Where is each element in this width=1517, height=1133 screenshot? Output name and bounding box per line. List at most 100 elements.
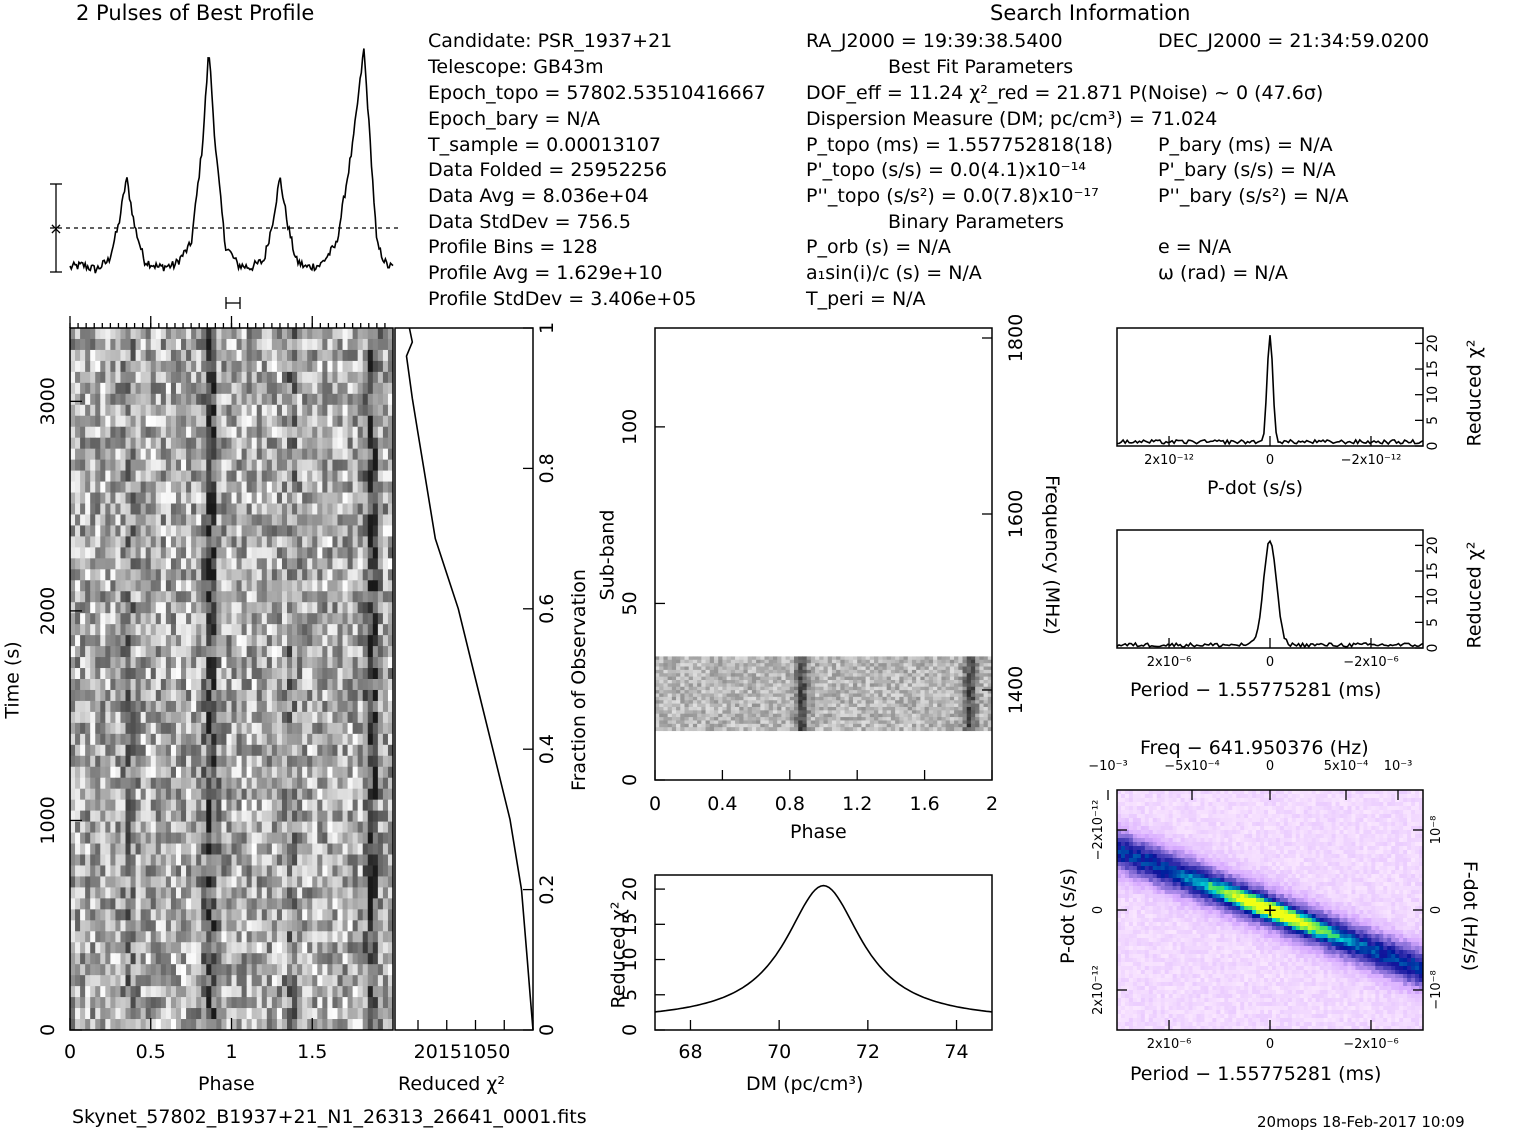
subband-cell xyxy=(937,663,942,668)
time-phase-cell xyxy=(317,613,323,625)
subband-cell xyxy=(857,666,862,671)
time-phase-cell xyxy=(352,722,359,735)
subband-cell xyxy=(722,683,728,688)
time-phase-cell xyxy=(115,448,121,461)
subband-cell xyxy=(701,680,707,684)
time-phase-cell xyxy=(246,733,253,746)
time-phase-cell xyxy=(271,788,278,801)
time-phase-cell xyxy=(231,536,238,548)
time-phase-cell xyxy=(332,689,338,702)
subband-cell xyxy=(726,673,732,678)
time-phase-cell xyxy=(90,876,96,888)
time-phase-cell xyxy=(292,931,298,943)
time-phase-cell xyxy=(100,470,106,483)
subband-cell xyxy=(739,659,744,664)
time-phase-cell xyxy=(281,591,288,603)
time-phase-cell xyxy=(236,832,243,845)
time-phase-cell xyxy=(140,898,147,910)
time-phase-cell xyxy=(115,1008,121,1020)
time-phase-cell xyxy=(80,448,86,461)
time-phase-cell xyxy=(357,393,364,406)
time-phase-cell xyxy=(367,953,374,965)
subband-cell xyxy=(756,656,761,661)
subband-cell xyxy=(886,683,892,688)
time-phase-cell xyxy=(362,569,369,581)
time-phase-cell xyxy=(352,437,359,450)
time-phase-cell xyxy=(95,514,101,526)
time-phase-cell xyxy=(317,920,323,932)
time-phase-cell xyxy=(287,832,293,845)
time-phase-cell xyxy=(226,481,232,494)
time-phase-cell xyxy=(302,986,308,998)
time-phase-cell xyxy=(387,492,394,504)
subband-cell xyxy=(827,659,833,664)
time-phase-cell xyxy=(276,975,283,987)
subband-cell xyxy=(857,663,862,668)
time-phase-cell xyxy=(100,525,106,537)
time-phase-cell xyxy=(110,843,116,855)
subband-cell xyxy=(802,680,808,684)
time-phase-cell xyxy=(115,569,121,581)
time-phase-cell xyxy=(165,404,172,417)
time-phase-cell xyxy=(175,591,182,603)
time-phase-cell xyxy=(322,788,328,801)
time-phase-cell xyxy=(367,437,374,450)
time-phase-cell xyxy=(372,437,379,450)
time-phase-cell xyxy=(70,547,76,559)
time-phase-cell xyxy=(231,953,238,965)
time-phase-cell xyxy=(302,536,308,548)
subband-cell xyxy=(857,656,862,661)
time-phase-cell xyxy=(115,591,121,603)
time-phase-cell xyxy=(246,679,253,691)
time-phase-cell xyxy=(261,821,268,834)
subband-cell xyxy=(928,659,934,664)
time-phase-cell xyxy=(256,437,263,450)
time-phase-cell xyxy=(145,503,152,515)
time-phase-cell xyxy=(150,448,157,461)
time-phase-cell xyxy=(377,569,384,581)
time-phase-cell xyxy=(125,843,132,855)
time-phase-cell xyxy=(216,349,222,362)
subband-cell xyxy=(802,676,808,681)
time-phase-cell xyxy=(115,810,121,823)
time-phase-cell xyxy=(100,942,106,954)
time-phase-cell xyxy=(246,470,253,483)
time-phase-cell xyxy=(327,580,333,592)
time-phase-cell xyxy=(110,360,116,373)
time-phase-cell xyxy=(362,613,369,625)
time-phase-cell xyxy=(115,558,121,570)
time-phase-cell xyxy=(256,887,263,899)
subband-cell xyxy=(739,669,744,674)
subband-cell xyxy=(730,673,736,678)
time-phase-cell xyxy=(327,766,333,779)
subband-cell xyxy=(680,690,685,694)
time-phase-cell xyxy=(165,986,172,998)
time-phase-cell xyxy=(256,448,263,461)
time-phase-cell xyxy=(186,668,192,680)
time-phase-cell xyxy=(327,558,333,570)
time-phase-cell xyxy=(342,997,349,1009)
time-phase-cell xyxy=(352,931,359,943)
time-phase-cell xyxy=(135,843,142,855)
time-phase-cell xyxy=(221,986,227,998)
time-phase-cell xyxy=(297,799,303,812)
time-phase-cell xyxy=(170,810,177,823)
time-phase-cell xyxy=(160,843,167,855)
time-phase-cell xyxy=(276,514,283,526)
time-phase-cell xyxy=(382,1008,389,1020)
time-phase-cell xyxy=(165,338,172,351)
time-phase-cell xyxy=(145,624,152,636)
time-phase-cell xyxy=(201,448,207,461)
subband-cell xyxy=(655,666,660,671)
subband-cell xyxy=(798,673,803,678)
subband-cell xyxy=(768,666,774,671)
time-phase-cell xyxy=(332,569,338,581)
subband-cell xyxy=(882,669,888,674)
time-phase-cell xyxy=(347,876,354,888)
time-phase-cell xyxy=(332,338,338,351)
time-phase-cell xyxy=(226,646,232,658)
time-phase-cell xyxy=(327,448,333,461)
time-phase-cell xyxy=(216,492,222,504)
time-phase-cell xyxy=(327,547,333,559)
subband-cell xyxy=(789,686,795,691)
